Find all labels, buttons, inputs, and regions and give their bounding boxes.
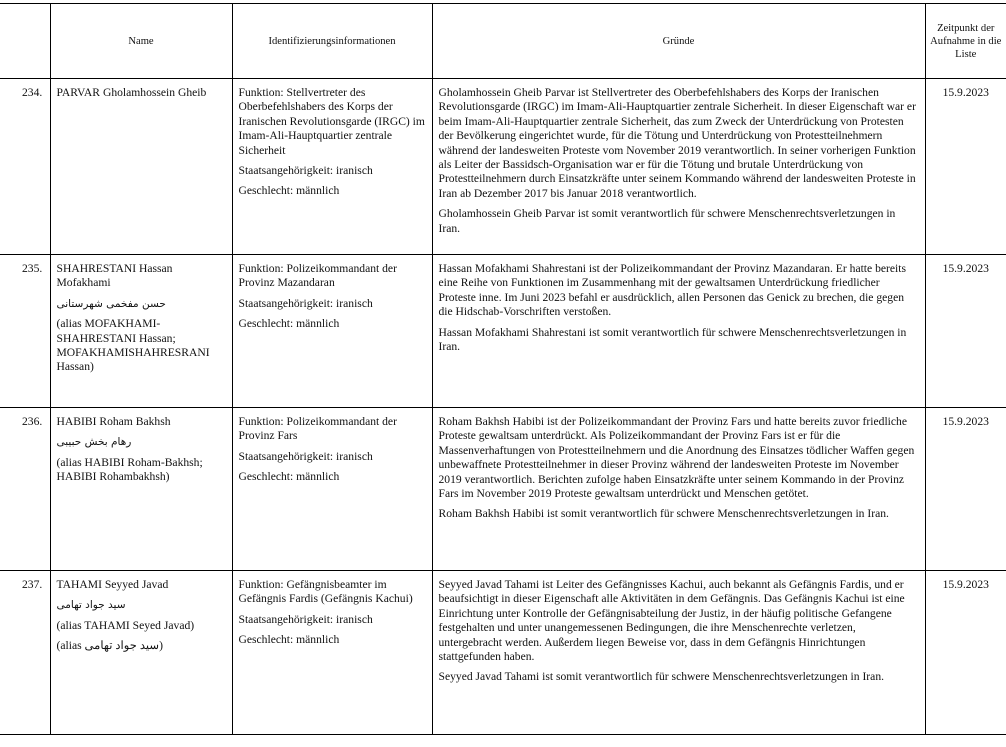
alias: (alias TAHAMI Seyed Javad)	[56, 618, 195, 632]
row-number: 236.	[0, 407, 51, 571]
header-name: Name	[49, 3, 233, 79]
table-row: 234. PARVAR Gholamhossein Gheib Funktion…	[0, 78, 1006, 255]
reasons-cell: Roham Bakhsh Habibi ist der Polizeikomma…	[431, 407, 926, 571]
table-row: 237. TAHAMI Seyyed Javad سید جواد تهامی …	[0, 570, 1006, 735]
gender: Geschlecht: männlich	[238, 184, 340, 198]
row-number: 235.	[0, 254, 51, 408]
header-identification: Identifizierungsinformationen	[231, 3, 433, 79]
reason-text: Hassan Mofakhami Shahrestani ist der Pol…	[438, 262, 906, 319]
reason-text: Seyyed Javad Tahami ist Leiter des Gefän…	[438, 578, 905, 664]
alias: (alias MOFAKHAMI-SHAHRESTANI Hassan; MOF…	[56, 317, 210, 374]
reasons-cell: Gholamhossein Gheib Parvar ist Stellvert…	[431, 78, 926, 255]
name-cell: SHAHRESTANI Hassan Mofakhami حسن مفخمی ش…	[49, 254, 233, 408]
listing-date: 15.9.2023	[924, 570, 1006, 735]
row-number: 234.	[0, 78, 51, 255]
listing-date: 15.9.2023	[924, 78, 1006, 255]
alias: (alias HABIBI Roham-Bakhsh; HABIBI Roham…	[56, 455, 203, 484]
table-row: 235. SHAHRESTANI Hassan Mofakhami حسن مف…	[0, 254, 1006, 408]
alias-persian: (alias سید جواد تهامی)	[56, 639, 164, 653]
sanctions-list-table: Name Identifizierungsinformationen Gründ…	[0, 3, 1006, 735]
function: Funktion: Gefängnisbeamter im Gefängnis …	[238, 578, 413, 606]
identification-cell: Funktion: Polizeikommandant der Provinz …	[231, 407, 433, 571]
name: TAHAMI Seyyed Javad	[56, 578, 169, 591]
name-persian: رهام بخش حبیبی	[56, 436, 132, 449]
name-cell: PARVAR Gholamhossein Gheib	[49, 78, 233, 255]
identification-cell: Funktion: Stellvertreter des Oberbefehls…	[231, 78, 433, 255]
table-row: 236. HABIBI Roham Bakhsh رهام بخش حبیبی …	[0, 407, 1006, 571]
name: PARVAR Gholamhossein Gheib	[56, 86, 207, 99]
reason-conclusion: Gholamhossein Gheib Parvar ist somit ver…	[438, 207, 896, 235]
reason-conclusion: Hassan Mofakhami Shahrestani ist somit v…	[438, 325, 907, 354]
reasons-cell: Hassan Mofakhami Shahrestani ist der Pol…	[431, 254, 926, 408]
listing-date: 15.9.2023	[924, 254, 1006, 408]
nationality: Staatsangehörigkeit: iranisch	[238, 449, 373, 463]
reason-text: Roham Bakhsh Habibi ist der Polizeikomma…	[438, 415, 915, 501]
reason-conclusion: Seyyed Javad Tahami ist somit verantwort…	[438, 670, 885, 684]
header-number	[0, 3, 51, 79]
reason-conclusion: Roham Bakhsh Habibi ist somit verantwort…	[438, 507, 889, 521]
name-persian: سید جواد تهامی	[56, 599, 126, 612]
name: HABIBI Roham Bakhsh	[56, 415, 171, 428]
gender: Geschlecht: männlich	[238, 317, 340, 331]
name-cell: HABIBI Roham Bakhsh رهام بخش حبیبی (alia…	[49, 407, 233, 571]
name: SHAHRESTANI Hassan Mofakhami	[56, 262, 173, 290]
table-header-row: Name Identifizierungsinformationen Gründ…	[0, 3, 1006, 79]
header-date: Zeitpunkt der Aufnahme in die Liste	[924, 3, 1006, 79]
gender: Geschlecht: männlich	[238, 633, 340, 647]
reason-text: Gholamhossein Gheib Parvar ist Stellvert…	[438, 86, 916, 200]
header-reasons: Gründe	[431, 3, 926, 79]
gender: Geschlecht: männlich	[238, 470, 340, 484]
nationality: Staatsangehörigkeit: iranisch	[238, 164, 373, 178]
nationality: Staatsangehörigkeit: iranisch	[238, 612, 373, 626]
function: Funktion: Polizeikommandant der Provinz …	[238, 415, 397, 443]
row-number: 237.	[0, 570, 51, 735]
identification-cell: Funktion: Polizeikommandant der Provinz …	[231, 254, 433, 408]
function: Funktion: Polizeikommandant der Provinz …	[238, 262, 397, 290]
reasons-cell: Seyyed Javad Tahami ist Leiter des Gefän…	[431, 570, 926, 735]
name-cell: TAHAMI Seyyed Javad سید جواد تهامی (alia…	[49, 570, 233, 735]
nationality: Staatsangehörigkeit: iranisch	[238, 296, 373, 310]
listing-date: 15.9.2023	[924, 407, 1006, 571]
identification-cell: Funktion: Gefängnisbeamter im Gefängnis …	[231, 570, 433, 735]
name-persian: حسن مفخمی شهرستانی	[56, 297, 166, 310]
function: Funktion: Stellvertreter des Oberbefehls…	[238, 86, 425, 157]
